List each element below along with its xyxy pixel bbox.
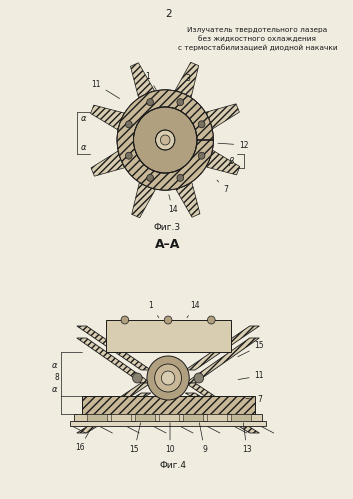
Bar <box>136 414 155 421</box>
Text: 14: 14 <box>187 301 200 318</box>
Text: А–А: А–А <box>155 238 180 250</box>
Text: 7: 7 <box>246 396 262 405</box>
Circle shape <box>177 174 184 181</box>
Polygon shape <box>206 104 239 129</box>
Text: 8: 8 <box>54 373 59 383</box>
Polygon shape <box>185 338 259 383</box>
Bar <box>88 414 107 421</box>
Text: 13: 13 <box>242 423 252 455</box>
Text: 1: 1 <box>148 301 159 318</box>
Text: с термостабилизацией диодной накачки: с термостабилизацией диодной накачки <box>178 44 337 51</box>
Text: 14: 14 <box>168 195 178 215</box>
Polygon shape <box>117 90 213 190</box>
Polygon shape <box>77 383 151 426</box>
Text: α: α <box>52 361 58 370</box>
Circle shape <box>147 174 154 181</box>
Polygon shape <box>176 183 200 217</box>
Polygon shape <box>207 150 240 175</box>
Text: 16: 16 <box>75 431 90 453</box>
Circle shape <box>160 135 170 145</box>
Circle shape <box>155 364 181 392</box>
Circle shape <box>117 90 213 190</box>
Bar <box>160 414 179 421</box>
Bar <box>232 414 251 421</box>
Bar <box>106 320 231 352</box>
Text: α: α <box>81 113 86 122</box>
Text: без жидкостного охлаждения: без жидкостного охлаждения <box>198 35 316 42</box>
Polygon shape <box>131 63 154 97</box>
Polygon shape <box>91 151 124 176</box>
Circle shape <box>156 130 175 150</box>
Circle shape <box>125 152 132 159</box>
Text: α: α <box>81 144 86 153</box>
Circle shape <box>177 99 184 106</box>
Circle shape <box>161 371 175 385</box>
Text: 3: 3 <box>176 73 191 91</box>
Polygon shape <box>77 326 151 370</box>
Circle shape <box>164 316 172 324</box>
Polygon shape <box>77 338 151 383</box>
Polygon shape <box>77 393 151 433</box>
Bar <box>70 421 266 426</box>
Circle shape <box>208 316 215 324</box>
Circle shape <box>132 373 142 383</box>
Text: Фиг.3: Фиг.3 <box>154 224 181 233</box>
Text: 11: 11 <box>238 371 264 381</box>
Circle shape <box>198 152 205 159</box>
Text: 10: 10 <box>165 423 175 455</box>
Text: Фиг.4: Фиг.4 <box>160 462 186 471</box>
Bar <box>112 414 131 421</box>
Text: α: α <box>52 386 58 395</box>
Text: 9: 9 <box>199 423 207 455</box>
Circle shape <box>121 316 129 324</box>
Circle shape <box>133 107 197 173</box>
Bar <box>208 414 227 421</box>
Text: 15: 15 <box>130 423 140 455</box>
Circle shape <box>194 373 204 383</box>
Circle shape <box>147 99 154 106</box>
Text: 2: 2 <box>166 9 172 19</box>
Text: Излучатель твердотельного лазера: Излучатель твердотельного лазера <box>187 27 328 33</box>
Polygon shape <box>185 393 259 433</box>
Polygon shape <box>185 383 259 426</box>
Circle shape <box>147 356 189 400</box>
Text: 1: 1 <box>145 71 156 90</box>
Polygon shape <box>132 183 155 218</box>
Bar <box>184 414 203 421</box>
Polygon shape <box>185 326 259 370</box>
Text: 15: 15 <box>238 341 264 357</box>
Polygon shape <box>175 62 199 97</box>
Circle shape <box>125 121 132 128</box>
Text: 11: 11 <box>91 79 120 98</box>
Circle shape <box>198 121 205 128</box>
Text: 12: 12 <box>218 141 249 150</box>
Bar <box>74 414 262 421</box>
Text: β: β <box>228 158 233 167</box>
Polygon shape <box>91 105 124 130</box>
Bar <box>82 396 255 414</box>
Text: 7: 7 <box>217 180 228 195</box>
